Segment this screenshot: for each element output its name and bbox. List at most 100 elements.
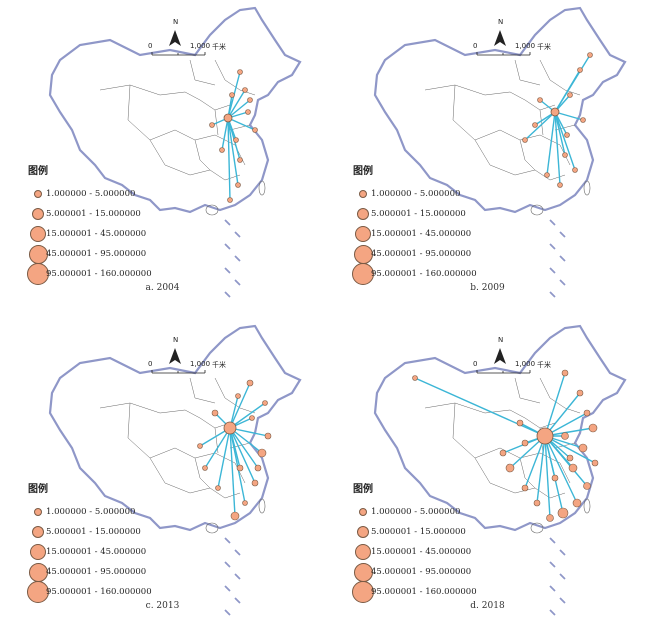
destination-node	[564, 132, 570, 138]
province-boundary	[499, 129, 561, 146]
legend-symbol	[34, 190, 42, 198]
flow-line	[524, 111, 556, 141]
destination-node	[505, 463, 515, 473]
province-boundary	[127, 84, 176, 141]
destination-node	[246, 379, 254, 387]
map-title: b. 2009	[470, 283, 505, 293]
province-boundary	[452, 84, 501, 141]
flow-line	[544, 392, 581, 437]
destination-node	[561, 369, 569, 377]
legend-symbol	[353, 562, 373, 582]
legend-label: 1.000000 - 5.000000	[371, 189, 461, 199]
flow-line	[229, 382, 251, 429]
destination-node	[202, 465, 208, 471]
province-boundary	[514, 377, 541, 404]
legend-label: 15.000001 - 45.000000	[46, 229, 147, 239]
hainan-island	[530, 522, 544, 534]
flow-line	[546, 111, 556, 176]
destination-node	[562, 152, 568, 158]
south-sea-boundary	[549, 243, 556, 250]
legend-symbol	[32, 526, 44, 538]
flow-line	[227, 89, 246, 119]
province-boundary	[127, 402, 176, 459]
destination-node	[566, 454, 574, 462]
south-sea-boundary	[559, 597, 566, 604]
south-sea-boundary	[234, 255, 241, 262]
destination-node	[499, 449, 507, 457]
destination-node	[576, 389, 584, 397]
map-title: c. 2013	[145, 601, 180, 611]
destination-node	[257, 448, 267, 458]
hub-a	[223, 113, 233, 123]
destination-node	[568, 463, 578, 473]
province-boundary	[99, 84, 186, 96]
destination-node	[251, 479, 259, 487]
south-sea-boundary	[234, 279, 241, 286]
south-sea-boundary	[549, 267, 556, 274]
legend-symbol	[28, 244, 48, 264]
destination-node	[249, 415, 255, 421]
province-boundary	[234, 462, 246, 484]
destination-node	[583, 409, 591, 417]
country-outline	[48, 6, 302, 214]
province-boundary	[184, 91, 231, 111]
taiwan-island	[583, 180, 591, 196]
province-boundary	[194, 457, 211, 489]
destination-node	[252, 127, 258, 133]
legend-label: 15.000001 - 45.000000	[46, 547, 147, 557]
legend-symbol	[353, 244, 373, 264]
province-boundary	[214, 377, 256, 414]
south-sea-boundary	[224, 561, 231, 568]
hainan-island	[205, 204, 219, 216]
destination-node	[254, 464, 262, 472]
flow-line	[227, 117, 231, 201]
destination-node	[551, 474, 559, 482]
destination-node	[236, 464, 244, 472]
south-sea-boundary	[549, 609, 556, 616]
scale-bar	[476, 370, 531, 374]
legend-symbol	[30, 226, 46, 242]
legend-label: 45.000001 - 95.000000	[46, 249, 147, 259]
south-sea-boundary	[559, 573, 566, 580]
legend-title: 图例	[353, 166, 373, 177]
province-boundary	[149, 457, 211, 494]
scale-distance: 1,000	[190, 360, 211, 368]
province-boundary	[539, 377, 581, 414]
legend-label: 5.000001 - 15.000000	[46, 209, 141, 219]
hub-c	[223, 421, 237, 435]
north-arrow-icon	[494, 30, 506, 46]
province-boundary	[424, 84, 511, 96]
scale-distance: 1,000	[515, 42, 536, 50]
legend-label: 15.000001 - 45.000000	[371, 547, 472, 557]
destination-node	[219, 147, 225, 153]
flow-line	[554, 111, 566, 156]
destination-node	[245, 109, 251, 115]
south-sea-boundary	[559, 279, 566, 286]
flow-line	[229, 427, 256, 484]
province-boundary	[214, 59, 256, 96]
north-arrow-icon	[169, 348, 181, 364]
province-boundary	[174, 129, 236, 146]
taiwan-island	[258, 180, 266, 196]
flow-line	[554, 69, 581, 113]
province-boundary	[474, 139, 536, 176]
scale-unit: 千米	[537, 361, 551, 369]
destination-node	[242, 87, 248, 93]
destination-node	[516, 419, 524, 427]
flow-line	[544, 435, 551, 519]
province-boundary	[189, 377, 216, 404]
flow-line	[229, 427, 236, 517]
legend-label: 5.000001 - 15.000000	[371, 209, 466, 219]
scale-distance: 1,000	[515, 360, 536, 368]
legend-title: 图例	[353, 484, 373, 495]
north-arrow-icon	[169, 30, 181, 46]
province-boundary	[149, 139, 211, 176]
legend-symbol	[355, 226, 371, 242]
map-panel-2: N 0 1,000 千米 图例 1.000000 - 5.000000 5.000001 -…	[325, 0, 650, 318]
south-sea-boundary	[549, 537, 556, 544]
legend-label: 5.000001 - 15.000000	[371, 527, 466, 537]
south-sea-boundary	[234, 573, 241, 580]
destination-node	[233, 137, 239, 143]
province-boundary	[509, 91, 556, 111]
scale-unit: 千米	[537, 43, 551, 51]
